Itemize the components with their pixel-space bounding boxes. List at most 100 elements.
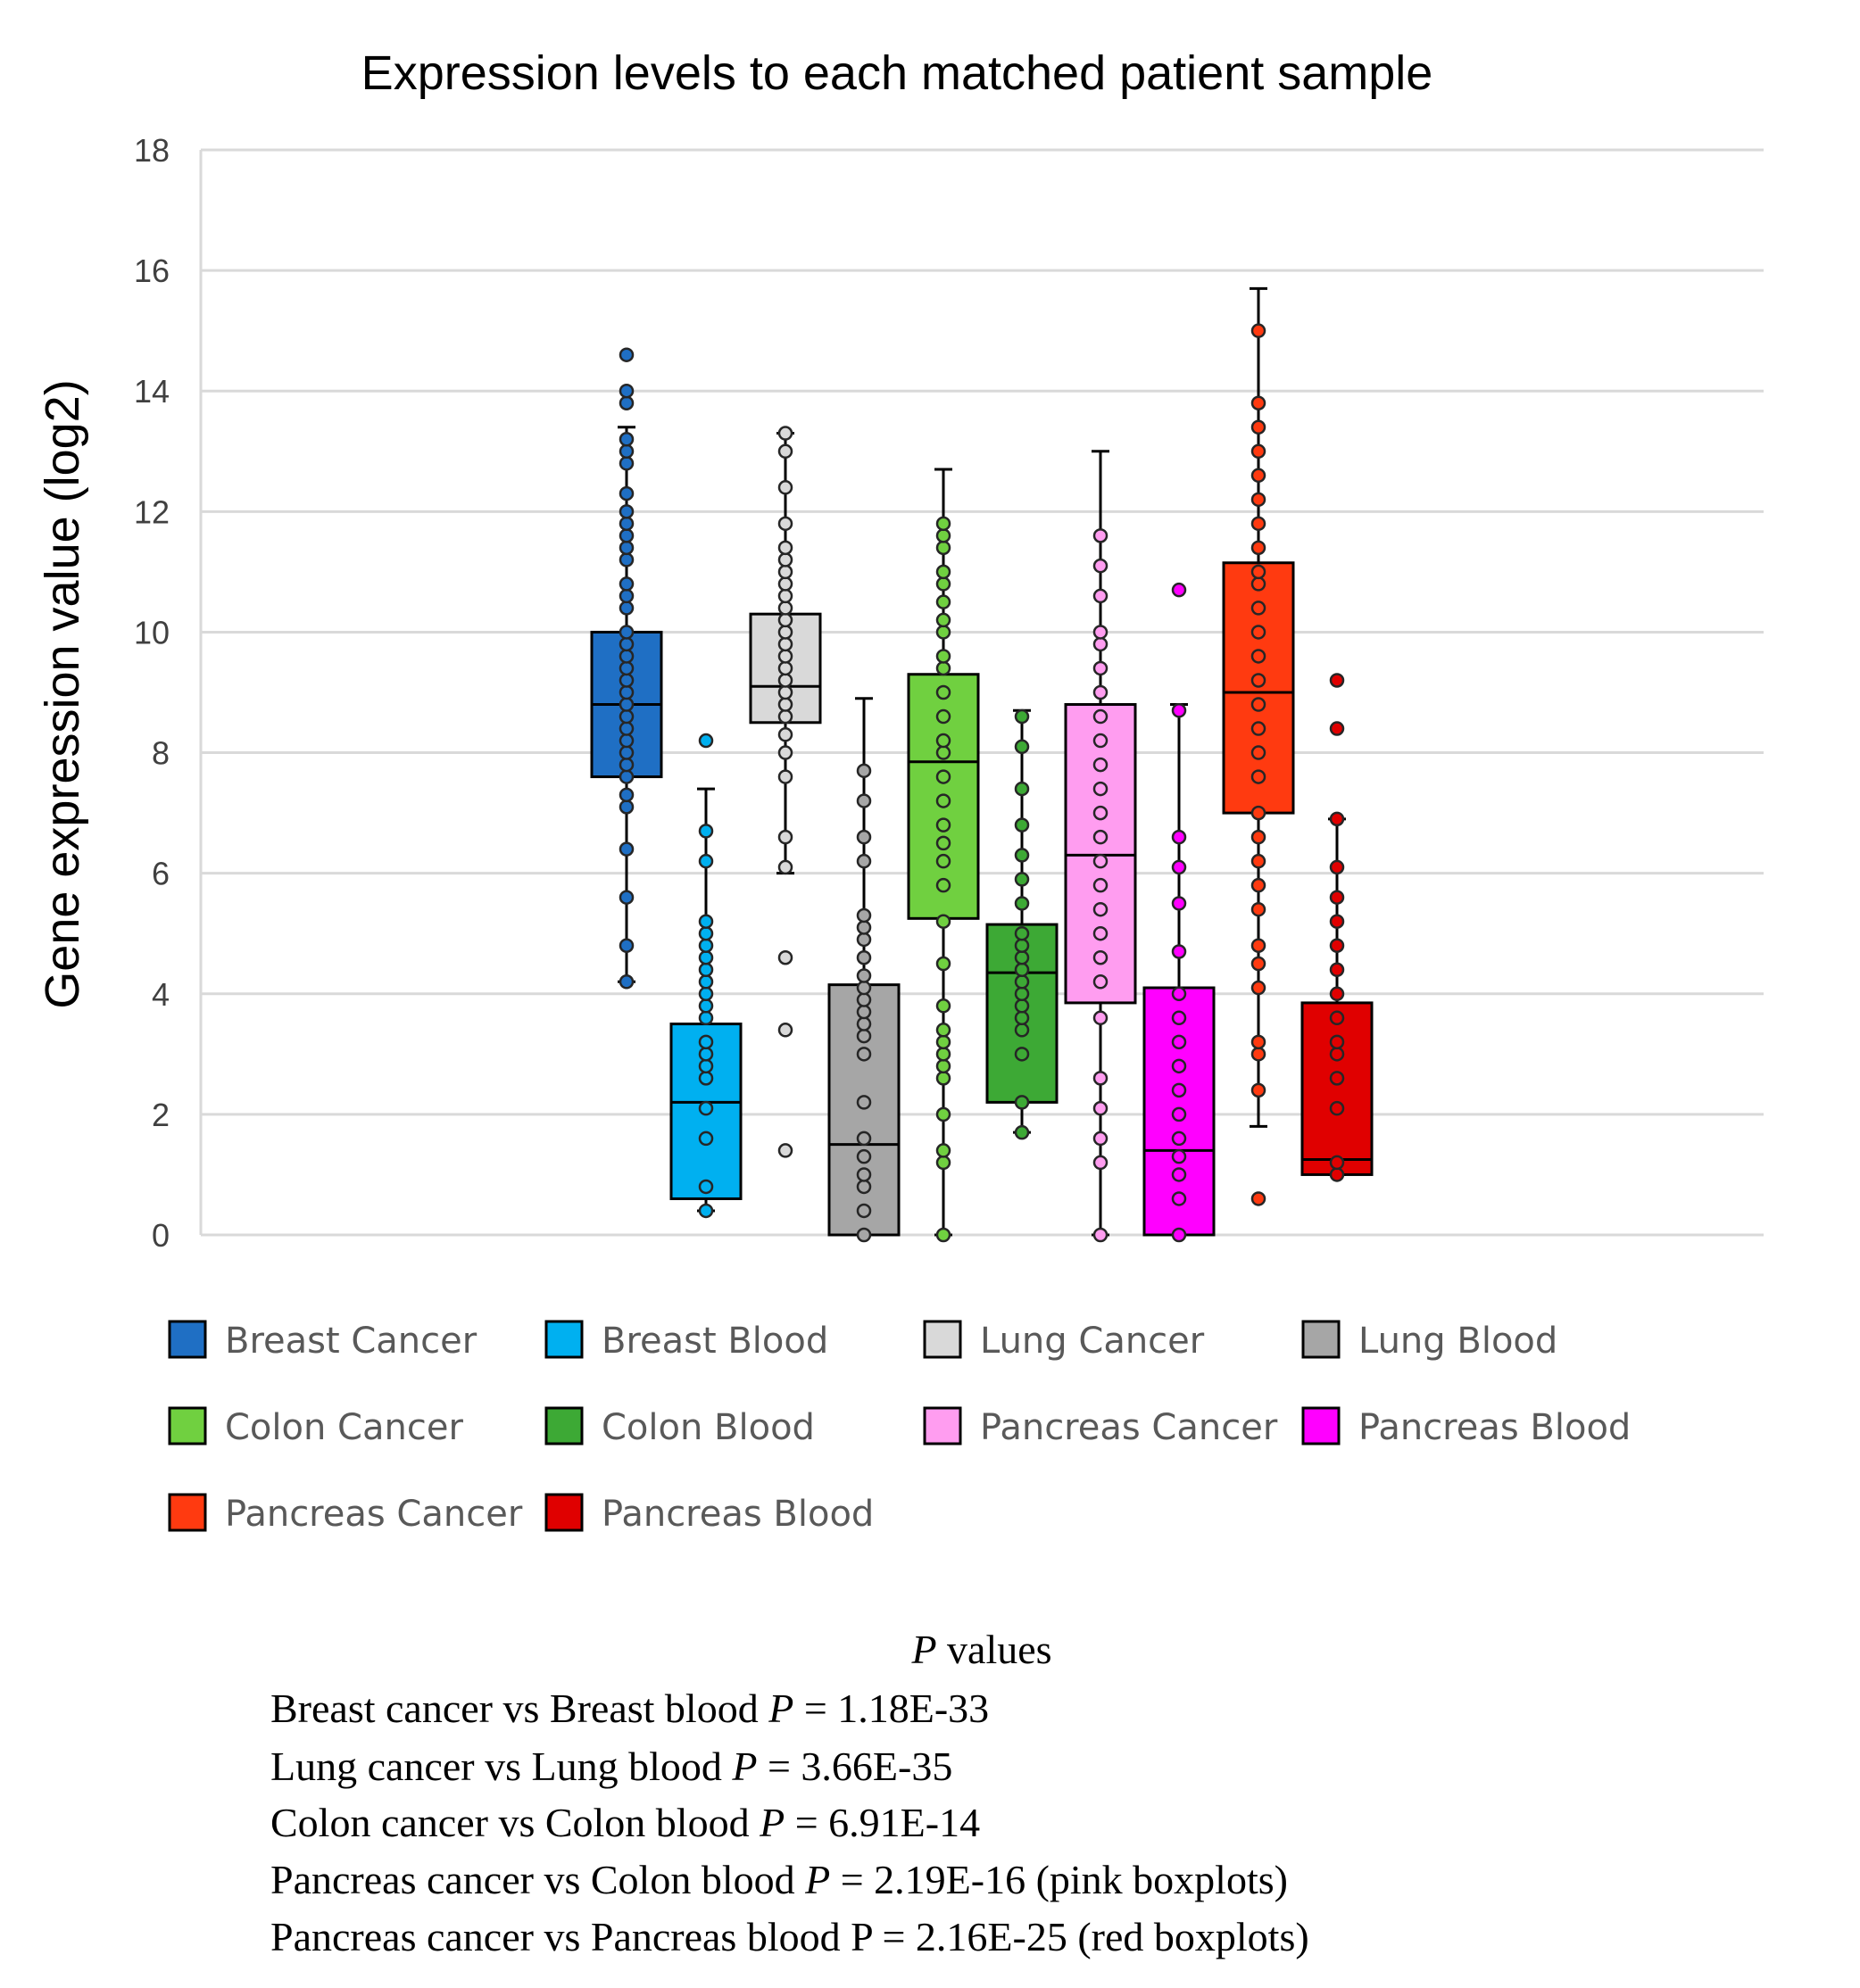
- data-point: [856, 920, 872, 935]
- y-tick-label: 12: [134, 493, 170, 530]
- data-point: [1329, 811, 1345, 827]
- data-point: [777, 552, 793, 567]
- box-10: [1300, 673, 1374, 1182]
- data-point: [1171, 829, 1187, 845]
- data-point: [935, 1058, 951, 1074]
- data-point: [1171, 1167, 1187, 1182]
- y-tick-label: 16: [134, 253, 170, 289]
- y-axis-label: Gene expression value (log2): [36, 379, 89, 1008]
- data-point: [698, 1047, 714, 1062]
- data-point: [1250, 540, 1266, 556]
- data-point: [1092, 1155, 1109, 1171]
- data-point: [1171, 986, 1187, 1002]
- data-point: [1250, 649, 1266, 664]
- data-point: [935, 625, 951, 640]
- data-point: [1250, 1047, 1266, 1062]
- data-point: [1171, 896, 1187, 911]
- p-value-line: Colon cancer vs Colon blood P = 6.91E-14: [270, 1800, 980, 1845]
- data-point: [619, 601, 635, 616]
- data-point: [856, 1047, 872, 1062]
- data-point: [1250, 697, 1266, 712]
- data-point: [619, 733, 635, 749]
- data-point: [935, 649, 951, 664]
- data-point: [1014, 817, 1030, 832]
- data-point: [698, 1058, 714, 1074]
- data-point: [935, 956, 951, 972]
- data-point: [619, 890, 635, 905]
- data-point: [1092, 949, 1109, 965]
- data-point: [935, 745, 951, 760]
- data-point: [698, 733, 714, 749]
- data-point: [935, 853, 951, 869]
- data-point: [856, 992, 872, 1007]
- data-point: [1092, 733, 1109, 749]
- legend-item: Pancreas Blood: [544, 1493, 874, 1535]
- data-point: [1250, 769, 1266, 784]
- data-point: [777, 636, 793, 652]
- data-point: [698, 938, 714, 953]
- data-point: [777, 625, 793, 640]
- data-point: [1014, 974, 1030, 990]
- data-point: [777, 1023, 793, 1038]
- data-point: [1171, 1010, 1187, 1026]
- legend-swatch: [1301, 1406, 1341, 1445]
- data-point: [619, 540, 635, 556]
- boxplot-series: [590, 286, 1374, 1243]
- data-point: [619, 841, 635, 857]
- data-point: [1014, 949, 1030, 965]
- data-point: [777, 480, 793, 495]
- legend-swatch: [168, 1320, 207, 1359]
- data-point: [1250, 516, 1266, 532]
- data-point: [1329, 1100, 1345, 1116]
- data-point: [1250, 721, 1266, 736]
- box-1: [590, 347, 663, 990]
- data-point: [935, 594, 951, 609]
- data-point: [856, 1131, 872, 1147]
- box-6: [985, 708, 1059, 1140]
- data-point: [1092, 528, 1109, 543]
- y-tick-label: 18: [134, 132, 170, 169]
- data-point: [619, 636, 635, 652]
- data-point: [1092, 829, 1109, 845]
- data-point: [698, 962, 714, 978]
- y-tick-label: 14: [134, 373, 170, 410]
- data-point: [619, 588, 635, 604]
- data-point: [777, 443, 793, 460]
- legend-item: Pancreas Blood: [1301, 1406, 1631, 1448]
- data-point: [1171, 1106, 1187, 1122]
- data-point: [856, 1004, 872, 1020]
- data-point: [1014, 708, 1030, 725]
- legend-label: Pancreas Blood: [1358, 1407, 1631, 1448]
- legend-item: Colon Blood: [544, 1406, 815, 1448]
- data-point: [856, 853, 872, 869]
- data-point: [935, 769, 951, 784]
- data-point: [1014, 848, 1030, 863]
- data-point: [777, 540, 793, 556]
- data-point: [698, 914, 714, 929]
- data-point: [698, 824, 714, 839]
- legend-item: Breast Blood: [544, 1320, 828, 1362]
- y-tick-label: 4: [152, 976, 170, 1013]
- data-point: [1329, 673, 1345, 688]
- legend-label: Pancreas Cancer: [980, 1407, 1278, 1448]
- p-value-line: Breast cancer vs Breast blood P = 1.18E-…: [270, 1686, 989, 1731]
- data-point: [1092, 805, 1109, 821]
- data-point: [1092, 708, 1109, 725]
- data-point: [1092, 925, 1109, 941]
- data-point: [935, 1106, 951, 1122]
- data-point: [1329, 1047, 1345, 1062]
- data-point: [777, 660, 793, 676]
- data-point: [698, 1071, 714, 1086]
- data-point: [856, 1016, 872, 1031]
- data-point: [698, 1179, 714, 1195]
- box-9: [1222, 286, 1295, 1206]
- box-iqr: [1300, 1001, 1374, 1176]
- data-point: [935, 1155, 951, 1171]
- data-point: [619, 660, 635, 676]
- data-point: [1171, 1034, 1187, 1050]
- p-value-line: Pancreas cancer vs Pancreas blood P = 2.…: [270, 1914, 1309, 1959]
- data-point: [1092, 757, 1109, 773]
- data-point: [777, 745, 793, 760]
- data-point: [619, 721, 635, 736]
- data-point: [1171, 1227, 1187, 1243]
